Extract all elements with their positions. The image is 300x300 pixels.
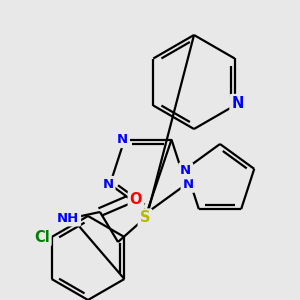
Text: N: N bbox=[180, 164, 191, 177]
Text: N: N bbox=[102, 178, 113, 191]
Text: S: S bbox=[140, 211, 150, 226]
Text: N: N bbox=[182, 178, 194, 191]
Text: NH: NH bbox=[57, 212, 79, 224]
Text: N: N bbox=[117, 133, 128, 146]
Text: O: O bbox=[130, 193, 142, 208]
Text: Cl: Cl bbox=[34, 230, 50, 244]
Text: N: N bbox=[232, 96, 244, 111]
